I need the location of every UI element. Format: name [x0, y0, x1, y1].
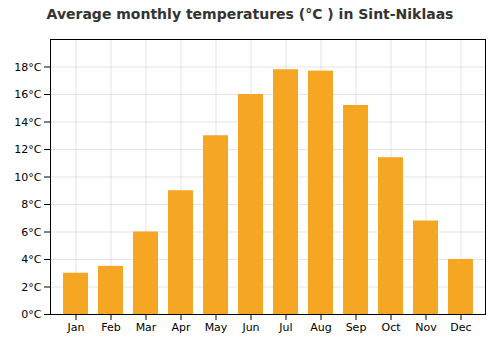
svg-text:4°C: 4°C	[21, 253, 41, 266]
svg-text:12°C: 12°C	[14, 143, 41, 156]
svg-text:14°C: 14°C	[14, 116, 41, 129]
svg-text:16°C: 16°C	[14, 88, 41, 101]
svg-text:Jan: Jan	[67, 321, 85, 334]
svg-text:Apr: Apr	[171, 321, 191, 334]
svg-text:2°C: 2°C	[21, 281, 41, 294]
svg-text:Sep: Sep	[346, 321, 367, 334]
svg-text:0°C: 0°C	[21, 308, 41, 321]
svg-text:Dec: Dec	[450, 321, 471, 334]
svg-text:6°C: 6°C	[21, 226, 41, 239]
svg-text:Feb: Feb	[101, 321, 120, 334]
html-text:Average monthly temperatures (: Average monthly temperatures (°C ) in Si…	[46, 6, 454, 22]
svg-text:10°C: 10°C	[14, 171, 41, 184]
svg-text:Mar: Mar	[136, 321, 157, 334]
svg-text:Jun: Jun	[241, 321, 259, 334]
svg-text:Aug: Aug	[310, 321, 331, 334]
svg-text:18°C: 18°C	[14, 61, 41, 74]
svg-text:May: May	[205, 321, 228, 334]
svg-text:Oct: Oct	[381, 321, 401, 334]
svg-text:8°C: 8°C	[21, 198, 41, 211]
svg-text:Jul: Jul	[278, 321, 292, 334]
svg-text:Nov: Nov	[415, 321, 437, 334]
